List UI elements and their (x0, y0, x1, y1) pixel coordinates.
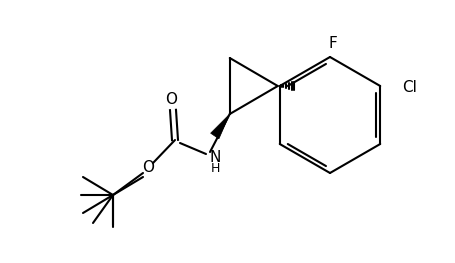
Text: Cl: Cl (401, 80, 416, 95)
Polygon shape (210, 114, 229, 139)
Text: O: O (165, 92, 177, 107)
Text: N: N (209, 149, 220, 164)
Text: H: H (210, 161, 219, 174)
Text: O: O (142, 160, 154, 175)
Text: F: F (328, 36, 337, 50)
